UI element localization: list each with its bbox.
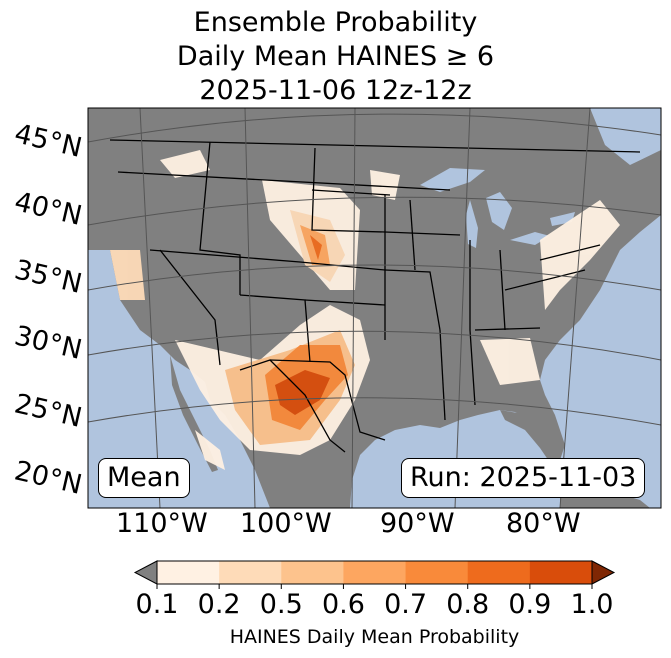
colorbar-under-arrow	[133, 560, 158, 585]
colorbar-bin	[157, 561, 220, 584]
colorbar-tick-label: 1.0	[570, 589, 614, 620]
title-line-3: 2025-11-06 12z-12z	[199, 75, 472, 106]
colorbar-bin	[219, 561, 282, 584]
map-frame	[87, 107, 662, 509]
colorbar-tick-label: 0.8	[446, 589, 490, 620]
colorbar-tick-label: 0.6	[321, 589, 365, 620]
hudson-bay	[590, 108, 661, 165]
colorbar-bin	[281, 561, 344, 584]
colorbar-label: HAINES Daily Mean Probability	[229, 626, 520, 648]
probability-shading	[110, 150, 620, 470]
title-line-1: Ensemble Probability	[193, 7, 478, 38]
lon-label-110w: 110°W	[116, 508, 208, 539]
title-line-2: Daily Mean HAINES ≥ 6	[176, 41, 495, 72]
colorbar-tick-label: 0.9	[508, 589, 552, 620]
colorbar-frame	[156, 560, 593, 585]
colorbar-tick-label: 0.2	[197, 589, 241, 620]
colorbar-tick-label: 0.1	[135, 589, 179, 620]
colorbar-tick-label: 0.5	[259, 589, 303, 620]
colorbar-tick-label: 0.7	[384, 589, 428, 620]
run-date-tag: Run: 2025-11-03	[401, 458, 646, 498]
colorbar	[133, 560, 616, 589]
florida-peninsula	[500, 410, 563, 470]
colorbar-bin	[343, 561, 407, 584]
mean-tag: Mean	[98, 458, 190, 498]
political-borders	[109, 139, 641, 453]
great-lakes	[420, 168, 575, 248]
graticule	[88, 108, 661, 508]
lon-label-90w: 90°W	[380, 508, 455, 539]
colorbar-bin	[405, 561, 469, 584]
colorbar-over-arrow	[591, 560, 616, 585]
colorbar-bin	[467, 561, 531, 584]
colorbar-bin	[529, 561, 593, 584]
lon-label-100w: 100°W	[240, 508, 332, 539]
lon-label-80w: 80°W	[506, 508, 581, 539]
